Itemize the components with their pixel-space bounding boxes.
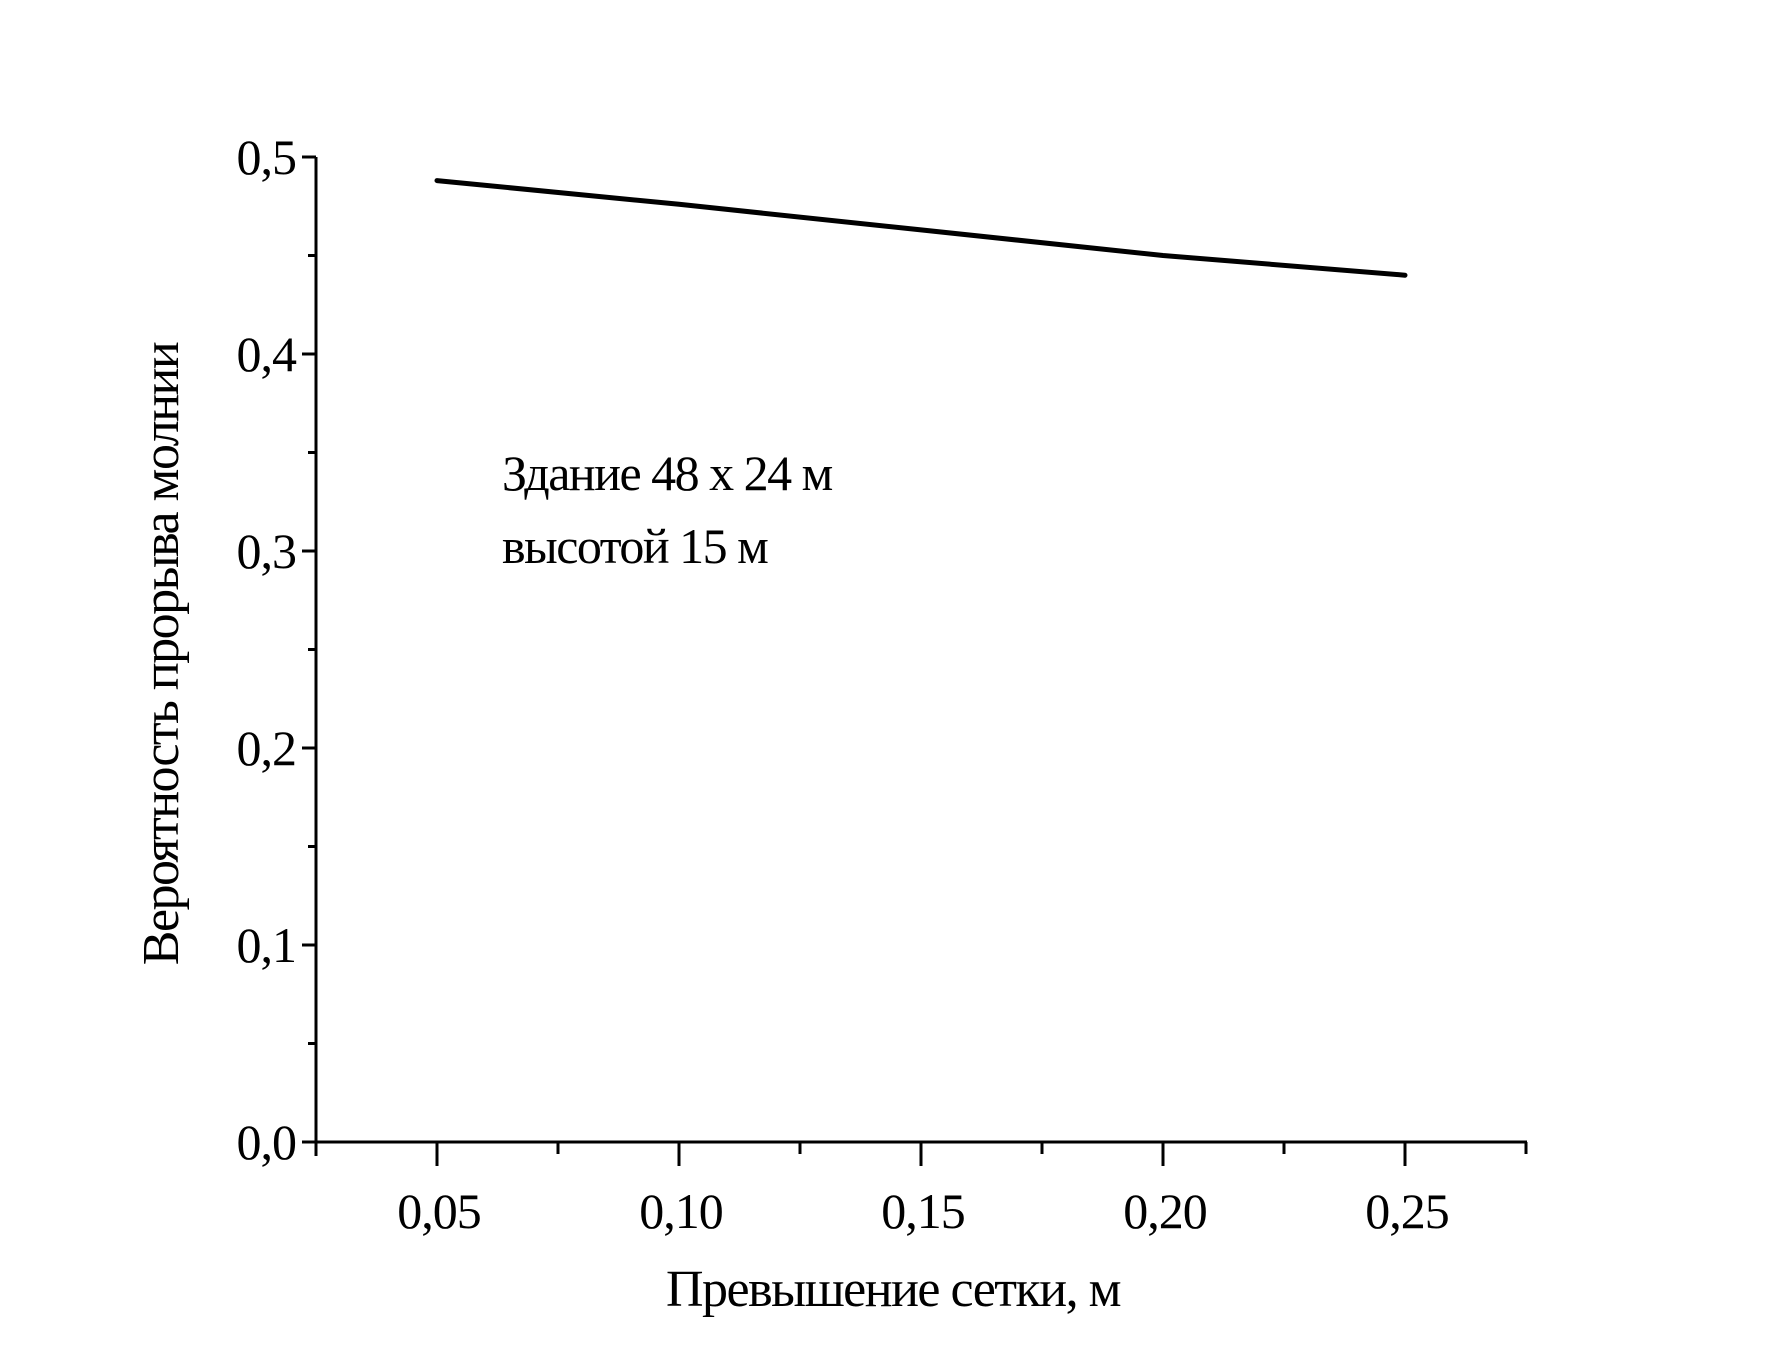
x-tick-label: 0,10 [639, 1183, 723, 1239]
x-tick-label: 0,20 [1123, 1183, 1207, 1239]
y-tick-label: 0,5 [237, 129, 297, 185]
y-tick-labels: 0,0 0,1 0,2 0,3 0,4 0,5 [237, 129, 299, 1170]
y-tick-label: 0,0 [237, 1114, 297, 1170]
x-axis-title: Превышение сетки, м [666, 1261, 1121, 1318]
x-tick-labels: 0,05 0,10 0,15 0,20 0,25 [397, 1183, 1450, 1239]
annotation-line-2: высотой 15 м [502, 518, 768, 574]
y-axis-title: Вероятность прорыва молнии [133, 342, 190, 965]
y-tick-label: 0,2 [237, 720, 297, 776]
y-tick-label: 0,4 [237, 326, 298, 382]
x-tick-label: 0,25 [1365, 1183, 1449, 1239]
x-tick-label: 0,05 [397, 1183, 481, 1239]
x-tick-label: 0,15 [881, 1183, 965, 1239]
y-tick-label: 0,3 [237, 523, 297, 579]
annotation-line-1: Здание 48 x 24 м [502, 445, 833, 501]
y-tick-label: 0,1 [237, 917, 297, 973]
x-ticks [435, 1142, 1407, 1166]
axes [302, 157, 1528, 1156]
data-line [434, 178, 1408, 278]
y-ticks [302, 155, 316, 1144]
